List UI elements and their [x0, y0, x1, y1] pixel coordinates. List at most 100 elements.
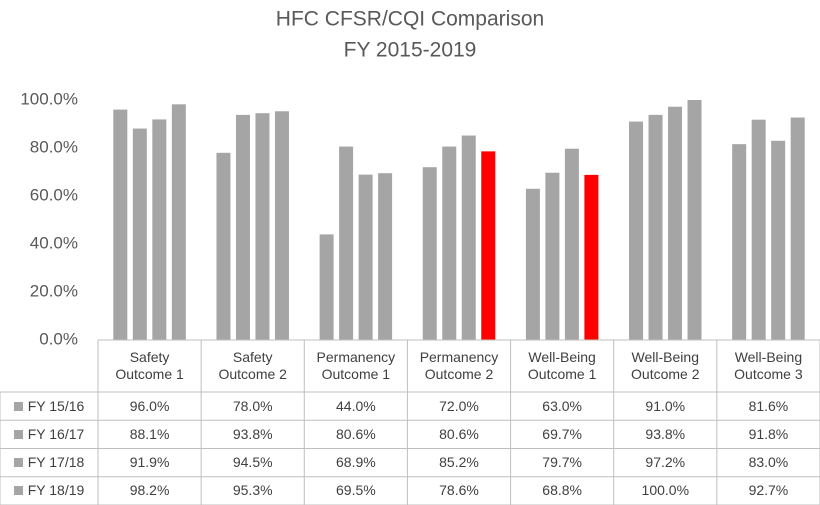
- data-label-text: 91.9%: [129, 454, 170, 471]
- bar: [771, 140, 786, 340]
- bar: [687, 100, 702, 340]
- data-label: 93.8%: [614, 420, 717, 448]
- legend-label: FY 15/16: [27, 397, 85, 414]
- data-label-text: 69.7%: [542, 425, 582, 442]
- bar: [481, 151, 496, 340]
- data-label-text: 88.1%: [129, 425, 170, 442]
- legend-label: FY 17/18: [27, 454, 85, 471]
- category-label: Well-Being Outcome 2: [614, 340, 717, 392]
- data-label: 91.9%: [98, 449, 201, 477]
- data-label: 69.7%: [511, 420, 614, 448]
- category-label: Well-Being Outcome 1: [511, 340, 614, 392]
- data-label: 63.0%: [511, 392, 614, 420]
- data-label: 79.7%: [511, 449, 614, 477]
- chart-subtitle: FY 2015-2019: [344, 39, 477, 62]
- category-label-text: Permanency Outcome 1: [316, 349, 396, 382]
- data-label: 85.2%: [407, 449, 510, 477]
- data-label-text: 100.0%: [641, 482, 690, 499]
- category-label-text: Well-Being Outcome 1: [527, 349, 597, 382]
- category-label-text: Well-Being Outcome 3: [734, 349, 803, 382]
- data-label-text: 81.6%: [748, 397, 789, 414]
- y-tick-label: 40.0%: [30, 233, 78, 252]
- y-tick-label: 0.0%: [39, 329, 78, 348]
- data-label: 69.5%: [304, 477, 407, 505]
- data-label-text: 91.8%: [748, 425, 789, 442]
- data-label-text: 63.0%: [542, 397, 582, 414]
- bar: [378, 173, 393, 340]
- category-label: Safety Outcome 2: [201, 340, 304, 392]
- legend-entry: FY 15/16: [0, 392, 98, 420]
- y-tick-label: 80.0%: [30, 137, 78, 156]
- category-label-text: Well-Being Outcome 2: [631, 349, 700, 382]
- bar: [235, 114, 250, 340]
- bar: [171, 104, 186, 340]
- legend-key: [13, 401, 23, 411]
- bar: [113, 109, 128, 340]
- data-label: 78.0%: [201, 392, 304, 420]
- data-label-text: 68.9%: [336, 454, 376, 471]
- bar: [790, 117, 805, 341]
- legend-key: [13, 429, 23, 439]
- bar: [274, 111, 289, 340]
- y-tick-label: 100.0%: [20, 89, 78, 108]
- bar: [525, 188, 540, 340]
- data-label: 93.8%: [201, 420, 304, 448]
- data-label-text: 83.0%: [748, 454, 789, 471]
- data-label-text: 95.3%: [232, 482, 273, 499]
- data-label-text: 80.6%: [439, 425, 479, 442]
- data-label-text: 69.5%: [336, 482, 376, 499]
- data-label: 80.6%: [304, 420, 407, 448]
- data-label-text: 94.5%: [232, 454, 273, 471]
- data-label-text: 79.7%: [542, 454, 582, 471]
- bar: [358, 174, 373, 340]
- data-label: 92.7%: [717, 477, 820, 505]
- data-label-text: 96.0%: [129, 397, 170, 414]
- category-label-text: Safety Outcome 1: [115, 349, 184, 382]
- y-tick-label: 60.0%: [30, 185, 78, 204]
- legend-label: FY 18/19: [27, 482, 85, 499]
- data-label-text: 92.7%: [748, 482, 789, 499]
- category-label-text: Safety Outcome 2: [218, 349, 287, 382]
- data-label: 68.8%: [511, 477, 614, 505]
- legend-entry: FY 18/19: [0, 477, 98, 505]
- data-label: 83.0%: [717, 449, 820, 477]
- legend-key: [13, 458, 23, 468]
- data-label-text: 97.2%: [645, 454, 686, 471]
- bar: [732, 144, 747, 340]
- bar: [629, 121, 644, 340]
- data-label-text: 93.8%: [232, 425, 273, 442]
- bar: [152, 119, 167, 340]
- category-label: Well-Being Outcome 3: [717, 340, 820, 392]
- data-label: 97.2%: [614, 449, 717, 477]
- category-label: Permanency Outcome 2: [407, 340, 510, 392]
- chart-title: HFC CFSR/CQI Comparison: [276, 8, 544, 31]
- data-label-text: 98.2%: [129, 482, 170, 499]
- data-label-text: 44.0%: [336, 397, 376, 414]
- data-label: 91.0%: [614, 392, 717, 420]
- data-label-text: 72.0%: [439, 397, 479, 414]
- bar: [668, 106, 683, 340]
- bar: [132, 128, 147, 340]
- data-label-text: 93.8%: [645, 425, 686, 442]
- data-label: 91.8%: [717, 420, 820, 448]
- data-label: 78.6%: [407, 477, 510, 505]
- bar: [255, 113, 270, 340]
- category-label: Safety Outcome 1: [98, 340, 201, 392]
- data-label: 72.0%: [407, 392, 510, 420]
- bar: [442, 146, 457, 340]
- data-label-text: 91.0%: [645, 397, 686, 414]
- data-label: 88.1%: [98, 420, 201, 448]
- data-label-text: 80.6%: [336, 425, 376, 442]
- category-label: Permanency Outcome 1: [304, 340, 407, 392]
- y-tick-label: 20.0%: [30, 281, 78, 300]
- legend-label: FY 16/17: [27, 425, 85, 442]
- data-label: 81.6%: [717, 392, 820, 420]
- bar: [545, 172, 560, 340]
- data-label: 95.3%: [201, 477, 304, 505]
- bar: [648, 114, 663, 340]
- data-label: 96.0%: [98, 392, 201, 420]
- category-label-text: Permanency Outcome 2: [419, 349, 499, 382]
- data-label: 100.0%: [614, 477, 717, 505]
